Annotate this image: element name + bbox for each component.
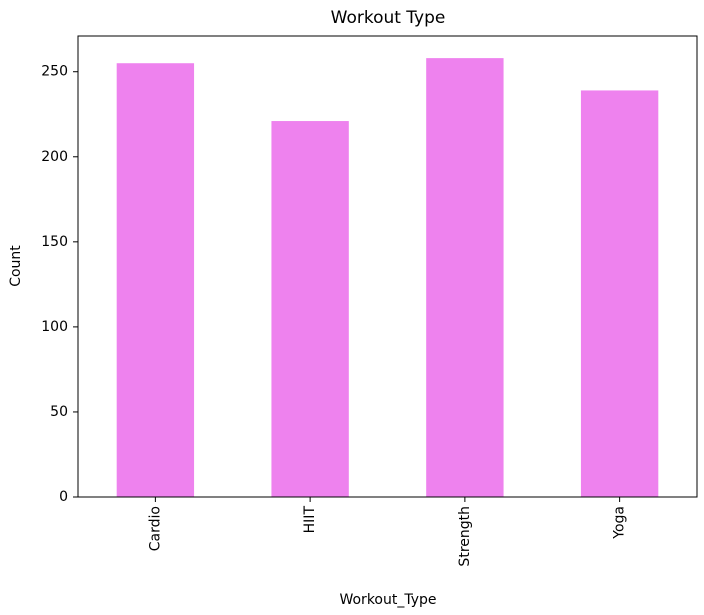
plot-area: 0 50 100 150 200 250 Cardio HIIT Strength Yoga — [41, 58, 659, 567]
x-axis-label: Workout_Type — [339, 592, 436, 608]
y-tick-label: 100 — [41, 319, 68, 335]
x-tick-label: Cardio — [147, 506, 163, 551]
y-tick-label: 50 — [50, 404, 68, 420]
x-tick-label: Strength — [457, 506, 473, 567]
y-tick-label: 200 — [41, 149, 68, 165]
axes-frame — [77, 35, 698, 498]
y-axis-label: Count — [8, 245, 24, 287]
bar — [116, 63, 195, 497]
bar — [271, 121, 349, 497]
chart-title: Workout Type — [331, 8, 446, 28]
x-tick-label: HIIT — [302, 506, 318, 534]
y-tick-label: 150 — [41, 234, 68, 250]
bar — [580, 90, 659, 497]
y-tick-label: 0 — [59, 489, 68, 505]
x-tick-label: Yoga — [612, 506, 628, 540]
bar — [426, 58, 504, 498]
y-tick-label: 250 — [41, 64, 68, 80]
